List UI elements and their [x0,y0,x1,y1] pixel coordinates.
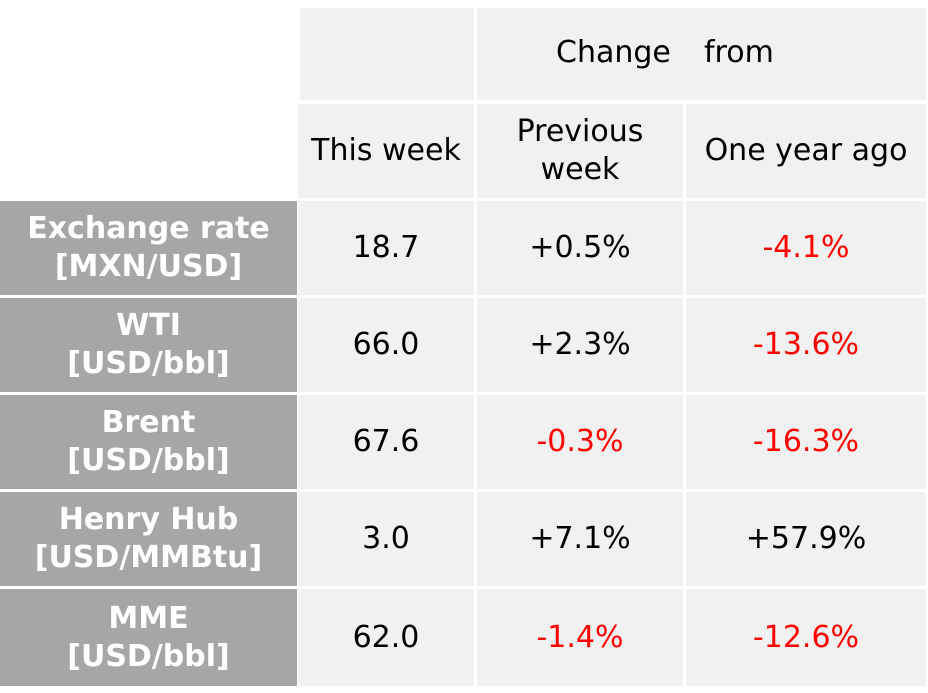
previous-week-change: +2.3% [477,298,683,392]
previous-week-label: Previous week [516,114,644,187]
from-word: from [704,35,774,70]
row-label-line2: [USD/MMBtu] [34,540,263,575]
this-week-value: 62.0 [298,589,474,686]
row-header-henry-hub: Henry Hub [USD/MMBtu] [0,492,297,586]
one-year-change: -16.3% [686,395,926,489]
change-word: Change [556,35,671,70]
row-label-line1: Henry Hub [58,502,239,537]
previous-week-change: -1.4% [477,589,683,686]
row-label-line2: [USD/bbl] [67,443,230,478]
row-header-wti: WTI [USD/bbl] [0,298,297,392]
this-week-value: 67.6 [298,395,474,489]
row-label-line1: MME [108,600,189,636]
previous-week-change: -0.3% [477,395,683,489]
this-week-value: 3.0 [298,492,474,586]
previous-week-header: Previous week [477,104,683,198]
one-year-change: -4.1% [686,201,926,295]
previous-week-change: +7.1% [477,492,683,586]
row-label-line2: [USD/bbl] [67,638,230,674]
row-label-line1: WTI [116,308,181,343]
this-week-value: 18.7 [298,201,474,295]
row-label-line2: [MXN/USD] [54,249,243,284]
previous-week-change: +0.5% [477,201,683,295]
one-year-ago-header: One year ago [686,104,926,198]
row-header-mme: MME [USD/bbl] [0,589,297,686]
row-label-line1: Exchange rate [27,211,270,246]
change-from-header-cell [477,8,926,100]
one-year-change: -12.6% [686,589,926,686]
row-header-exchange-rate: Exchange rate [MXN/USD] [0,201,297,295]
this-week-header: This week [298,104,474,198]
row-label-line2: [USD/bbl] [67,346,230,381]
one-year-change: -13.6% [686,298,926,392]
header-blank-cell [300,8,474,100]
row-label-line1: Brent [101,405,196,440]
one-year-change: +57.9% [686,492,926,586]
this-week-value: 66.0 [298,298,474,392]
row-header-brent: Brent [USD/bbl] [0,395,297,489]
